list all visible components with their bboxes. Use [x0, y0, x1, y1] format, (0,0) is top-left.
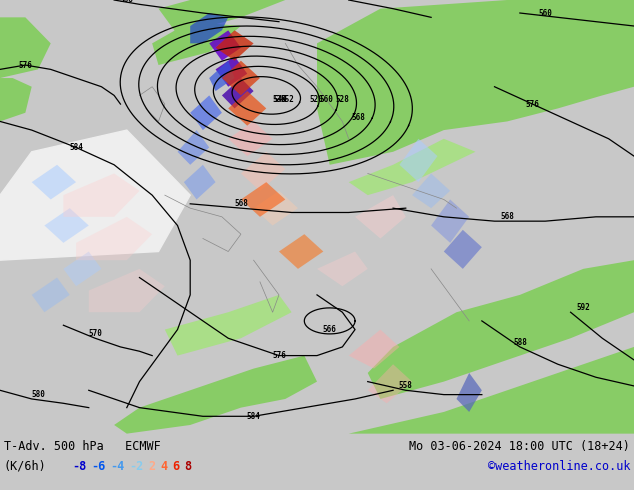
Text: 592: 592	[576, 303, 590, 313]
Text: -2: -2	[129, 460, 143, 473]
Text: (K/6h): (K/6h)	[4, 460, 47, 473]
Polygon shape	[158, 0, 285, 35]
Polygon shape	[368, 364, 412, 403]
Polygon shape	[399, 139, 437, 182]
Text: ©weatheronline.co.uk: ©weatheronline.co.uk	[488, 460, 630, 473]
Polygon shape	[32, 165, 76, 199]
Text: 544: 544	[273, 95, 287, 104]
Polygon shape	[355, 195, 406, 239]
Polygon shape	[456, 373, 482, 412]
Text: 576: 576	[526, 99, 540, 109]
Text: 576: 576	[18, 61, 32, 70]
Polygon shape	[0, 17, 51, 78]
Polygon shape	[349, 139, 476, 195]
Polygon shape	[184, 165, 216, 199]
Polygon shape	[209, 30, 241, 61]
Text: 576: 576	[272, 351, 286, 360]
Polygon shape	[254, 191, 298, 225]
Text: 584: 584	[247, 412, 261, 421]
Text: 536: 536	[273, 95, 287, 104]
Text: 560: 560	[319, 95, 333, 104]
Polygon shape	[222, 61, 260, 96]
Text: 6: 6	[172, 460, 179, 473]
Polygon shape	[0, 78, 32, 122]
Text: 2: 2	[148, 460, 155, 473]
Text: Mo 03-06-2024 18:00 UTC (18+24): Mo 03-06-2024 18:00 UTC (18+24)	[409, 440, 630, 453]
Text: 560: 560	[538, 8, 552, 18]
Text: 552: 552	[280, 95, 294, 104]
Polygon shape	[209, 61, 235, 91]
Polygon shape	[317, 0, 634, 165]
Text: 588: 588	[513, 338, 527, 347]
Polygon shape	[444, 230, 482, 269]
Text: 528: 528	[336, 95, 349, 104]
Polygon shape	[349, 347, 634, 434]
Polygon shape	[165, 295, 292, 356]
Polygon shape	[0, 130, 190, 260]
Text: -4: -4	[110, 460, 124, 473]
Text: 568: 568	[500, 212, 514, 221]
Polygon shape	[216, 56, 247, 87]
Polygon shape	[63, 251, 101, 286]
Polygon shape	[412, 173, 450, 208]
Polygon shape	[190, 96, 222, 130]
Polygon shape	[222, 78, 254, 108]
Text: -8: -8	[72, 460, 86, 473]
Text: 520: 520	[309, 95, 323, 104]
Polygon shape	[431, 199, 469, 243]
Text: 4: 4	[160, 460, 167, 473]
Polygon shape	[216, 30, 254, 61]
Polygon shape	[44, 208, 89, 243]
Text: 570: 570	[88, 329, 102, 339]
Text: 568: 568	[120, 0, 134, 4]
Polygon shape	[190, 13, 228, 44]
Text: 558: 558	[399, 381, 413, 391]
Text: 584: 584	[69, 143, 83, 152]
Text: 580: 580	[31, 390, 45, 399]
Text: -6: -6	[91, 460, 105, 473]
Text: 566: 566	[323, 325, 337, 334]
Polygon shape	[228, 91, 266, 126]
Polygon shape	[368, 260, 634, 399]
Polygon shape	[228, 122, 273, 156]
Polygon shape	[63, 173, 139, 217]
Text: 568: 568	[351, 113, 365, 122]
Polygon shape	[317, 251, 368, 286]
Polygon shape	[76, 217, 152, 260]
Polygon shape	[241, 152, 285, 191]
Polygon shape	[89, 269, 165, 312]
Text: 8: 8	[184, 460, 191, 473]
Polygon shape	[241, 182, 285, 217]
Polygon shape	[178, 130, 209, 165]
Polygon shape	[32, 277, 70, 312]
Polygon shape	[152, 22, 241, 65]
Polygon shape	[279, 234, 323, 269]
Text: T-Adv. 500 hPa   ECMWF: T-Adv. 500 hPa ECMWF	[4, 440, 161, 453]
Polygon shape	[114, 356, 317, 434]
Text: 568: 568	[234, 199, 248, 208]
Polygon shape	[349, 330, 399, 368]
